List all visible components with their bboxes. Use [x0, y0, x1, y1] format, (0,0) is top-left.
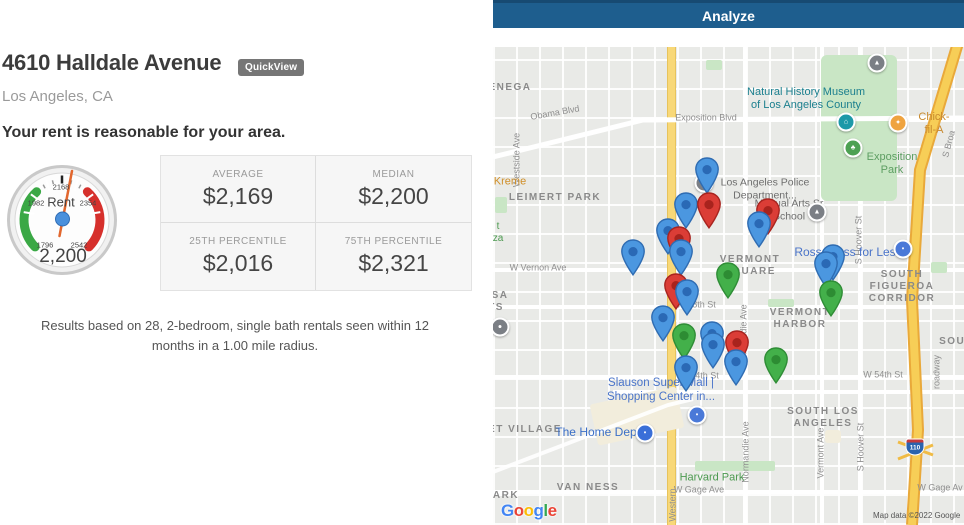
blue-map-pin[interactable] [694, 157, 720, 194]
analyze-button[interactable]: Analyze [493, 0, 964, 28]
page-title: 4610 Halldale Avenue [2, 50, 222, 75]
rent-gauge: 2168 1982 2354 1796 2542 Rent 2,200 [6, 156, 122, 288]
shopping-icon[interactable]: ▪ [635, 423, 655, 443]
shopping-icon[interactable]: ▪ [687, 405, 707, 425]
stat-value: $2,016 [202, 250, 274, 276]
school-icon[interactable]: ▲ [807, 202, 827, 222]
red-map-pin[interactable] [696, 192, 722, 229]
park-area [768, 299, 794, 307]
map-canvas[interactable]: 110 Google Map data ©2022 Google ENEGALE… [493, 47, 964, 525]
stat-average: AVERAGE $2,169 [161, 156, 316, 223]
rent-stats-card: AVERAGE $2,169 MEDIAN $2,200 25TH PERCEN… [160, 155, 472, 291]
rent-verdict-heading: Your rent is reasonable for your area. [2, 124, 286, 141]
poi-icon[interactable]: ● [493, 317, 510, 337]
gauge-tick-1796: 1796 [36, 240, 54, 250]
google-logo-letter: o [513, 501, 524, 520]
gauge-tick-2168: 2168 [52, 182, 70, 192]
blue-map-pin[interactable] [746, 211, 772, 248]
stat-label: 25TH PERCENTILE [189, 236, 287, 247]
location-subtitle: Los Angeles, CA [2, 88, 113, 105]
restaurant-icon[interactable]: ✦ [888, 113, 908, 133]
stat-value: $2,169 [202, 183, 274, 209]
gauge-tick-2354: 2354 [79, 198, 97, 208]
google-logo-letter: G [501, 501, 514, 520]
stat-label: MEDIAN [372, 169, 415, 180]
google-logo: Google [501, 501, 557, 521]
google-logo-letter: l [543, 501, 548, 520]
google-logo-letter: e [547, 501, 557, 520]
stat-value: $2,200 [358, 183, 429, 209]
stat-label: AVERAGE [212, 169, 264, 180]
gauge-dial-icon [7, 165, 117, 275]
blue-map-pin[interactable] [723, 349, 749, 386]
results-note: Results based on 28, 2-bedroom, single b… [40, 318, 430, 354]
road-gage [493, 490, 964, 494]
report-panel: 4610 Halldale Avenue QuickView Los Angel… [2, 50, 472, 354]
road-slauson [613, 390, 964, 394]
blue-map-pin[interactable] [674, 279, 700, 316]
quickview-badge: QuickView [238, 59, 305, 76]
stat-75th-percentile: 75TH PERCENTILE $2,321 [316, 223, 471, 290]
blue-map-pin[interactable] [668, 239, 694, 276]
green-map-pin[interactable] [763, 347, 789, 384]
harvard-park-area [695, 461, 775, 471]
school-icon[interactable]: ▲ [867, 53, 887, 73]
road-54th [493, 375, 964, 379]
gauge-label: Rent [47, 194, 75, 210]
blue-map-pin[interactable] [673, 355, 699, 392]
gauge-tick-1982: 1982 [27, 198, 45, 208]
beige-block [825, 430, 841, 443]
stat-25th-percentile: 25TH PERCENTILE $2,016 [161, 223, 316, 290]
park-area [706, 60, 722, 70]
park-area [931, 262, 947, 273]
stat-label: 75TH PERCENTILE [344, 236, 443, 247]
google-logo-letter: g [533, 501, 544, 520]
blue-map-pin[interactable] [620, 239, 646, 276]
stat-value: $2,321 [358, 250, 429, 276]
road-48th [493, 305, 964, 309]
stat-median: MEDIAN $2,200 [316, 156, 471, 223]
park-icon[interactable]: ♣ [843, 138, 863, 158]
green-map-pin[interactable] [818, 280, 844, 317]
interstate-110-shield: 110 [905, 438, 925, 456]
green-map-pin[interactable] [715, 262, 741, 299]
road-hoover [858, 47, 862, 525]
road-normandie [743, 47, 747, 525]
blue-map-pin[interactable] [650, 305, 676, 342]
map-roads-overlay [493, 47, 964, 525]
exposition-park-area [821, 55, 897, 201]
gauge-tick-2542: 2542 [70, 240, 88, 250]
blue-map-pin[interactable] [673, 192, 699, 229]
park-area [495, 197, 507, 213]
museum-icon[interactable]: ⌂ [836, 112, 856, 132]
gauge-value: 2,200 [39, 246, 87, 267]
blue-map-pin[interactable] [700, 332, 726, 369]
google-logo-letter: o [523, 501, 534, 520]
shopping-icon[interactable]: ▪ [893, 239, 913, 259]
map-attribution: Map data ©2022 Google [873, 511, 961, 520]
